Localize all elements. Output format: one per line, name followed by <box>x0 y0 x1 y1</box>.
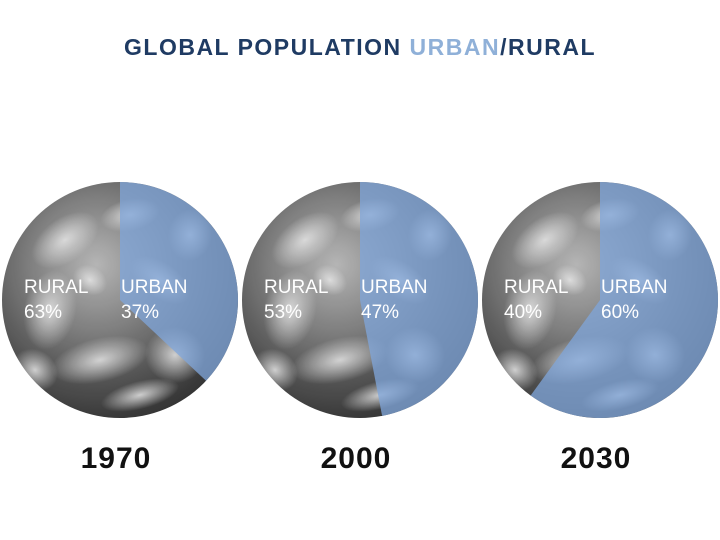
urban-slice-1970 <box>120 182 238 381</box>
rural-label-2000: RURAL <box>264 277 328 298</box>
rural-slice-2030 <box>482 182 600 396</box>
urban-value-2000: 47% <box>361 302 399 323</box>
urban-value-2030: 60% <box>601 302 639 323</box>
cloud-swirl <box>263 270 317 350</box>
rural-label-2030: RURAL <box>504 277 568 298</box>
cloud-swirl <box>313 264 347 296</box>
title-part-rural: RURAL <box>508 34 596 60</box>
urban-value-1970: 37% <box>121 302 159 323</box>
globe-2000: RURAL 53% URBAN 47% <box>241 182 478 418</box>
urban-label-2030: URBAN <box>601 277 668 298</box>
cloud-swirl <box>101 378 179 412</box>
year-label-2000: 2000 <box>321 442 392 475</box>
rural-value-2030: 40% <box>504 302 542 323</box>
title-part-population: GLOBAL POPULATION <box>124 34 402 60</box>
urban-label-2000: URBAN <box>361 277 428 298</box>
urban-label-1970: URBAN <box>121 277 188 298</box>
urban-slice-2000 <box>360 182 478 416</box>
globe-1970: RURAL 63% URBAN 37% <box>1 182 238 418</box>
globe-2030: RURAL 40% URBAN 60% <box>482 182 718 419</box>
rural-value-2000: 53% <box>264 302 302 323</box>
cloud-swirl <box>291 335 389 385</box>
cloud-swirl <box>31 211 99 269</box>
year-label-2030: 2030 <box>561 442 632 475</box>
cloud-swirl <box>271 211 339 269</box>
year-label-1970: 1970 <box>81 442 152 475</box>
title-part-urban: URBAN <box>409 34 501 60</box>
rural-label-1970: RURAL <box>24 277 88 298</box>
urban-slice-2030 <box>530 182 718 419</box>
cloud-swirl <box>23 270 77 350</box>
rural-slice-2000 <box>241 182 383 418</box>
cloud-swirl <box>503 270 557 350</box>
rural-slice-1970 <box>1 182 207 418</box>
cloud-swirl <box>73 264 107 296</box>
cloud-swirl <box>511 211 579 269</box>
cloud-swirl <box>51 335 149 385</box>
cloud-swirl <box>553 264 587 296</box>
rural-value-1970: 63% <box>24 302 62 323</box>
chart-title: GLOBAL POPULATION URBAN/RURAL <box>0 34 720 61</box>
title-part-slash: / <box>500 34 508 60</box>
